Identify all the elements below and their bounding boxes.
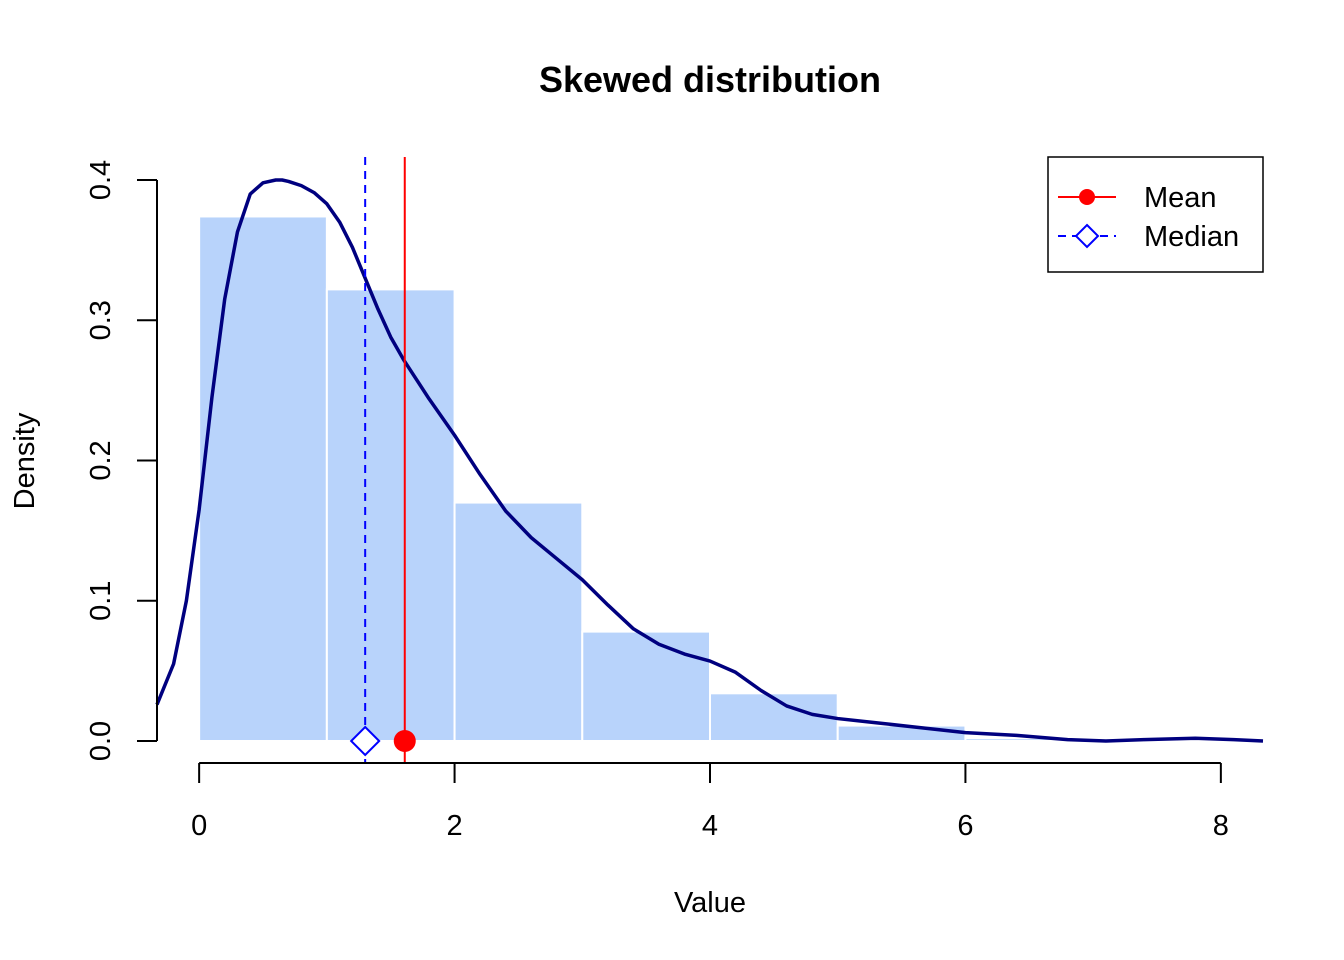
x-tick-label: 2 (447, 810, 463, 842)
legend-median-label: Median (1144, 221, 1239, 253)
legend-mean-label: Mean (1144, 182, 1217, 214)
legend-median-marker (1074, 223, 1100, 249)
legend-mean-marker (1079, 189, 1095, 205)
histogram-bar (709, 692, 839, 743)
histogram-bar (198, 215, 328, 742)
chart-title: Skewed distribution (539, 59, 881, 100)
histogram-bar (836, 724, 967, 743)
y-tick-label: 0.1 (85, 581, 117, 621)
reference-lines (349, 157, 416, 763)
mean-marker (393, 730, 416, 752)
x-axis-label: Value (674, 887, 746, 919)
x-tick-label: 8 (1213, 810, 1229, 842)
legend: Mean Median (1047, 156, 1264, 273)
legend-box (1047, 156, 1264, 273)
x-tick-label: 4 (702, 810, 718, 842)
bars (198, 215, 1095, 743)
histogram-bar (453, 501, 584, 743)
histogram-bar (581, 630, 711, 742)
median-marker (349, 725, 381, 757)
y-axis-label: Density (9, 412, 41, 509)
histogram-bar (325, 288, 456, 742)
x-tick-label: 6 (957, 810, 973, 842)
y-tick-label: 0.2 (85, 440, 117, 480)
axes: 0 2 4 6 8 0.0 0.1 0.2 0.3 0.4 (85, 160, 1229, 842)
x-tick-label: 0 (191, 810, 207, 842)
y-tick-label: 0.0 (85, 721, 117, 761)
density-curve (155, 178, 1264, 743)
y-tick-label: 0.3 (85, 300, 117, 340)
y-tick-label: 0.4 (85, 160, 117, 200)
density-curve-layer (155, 178, 1264, 743)
